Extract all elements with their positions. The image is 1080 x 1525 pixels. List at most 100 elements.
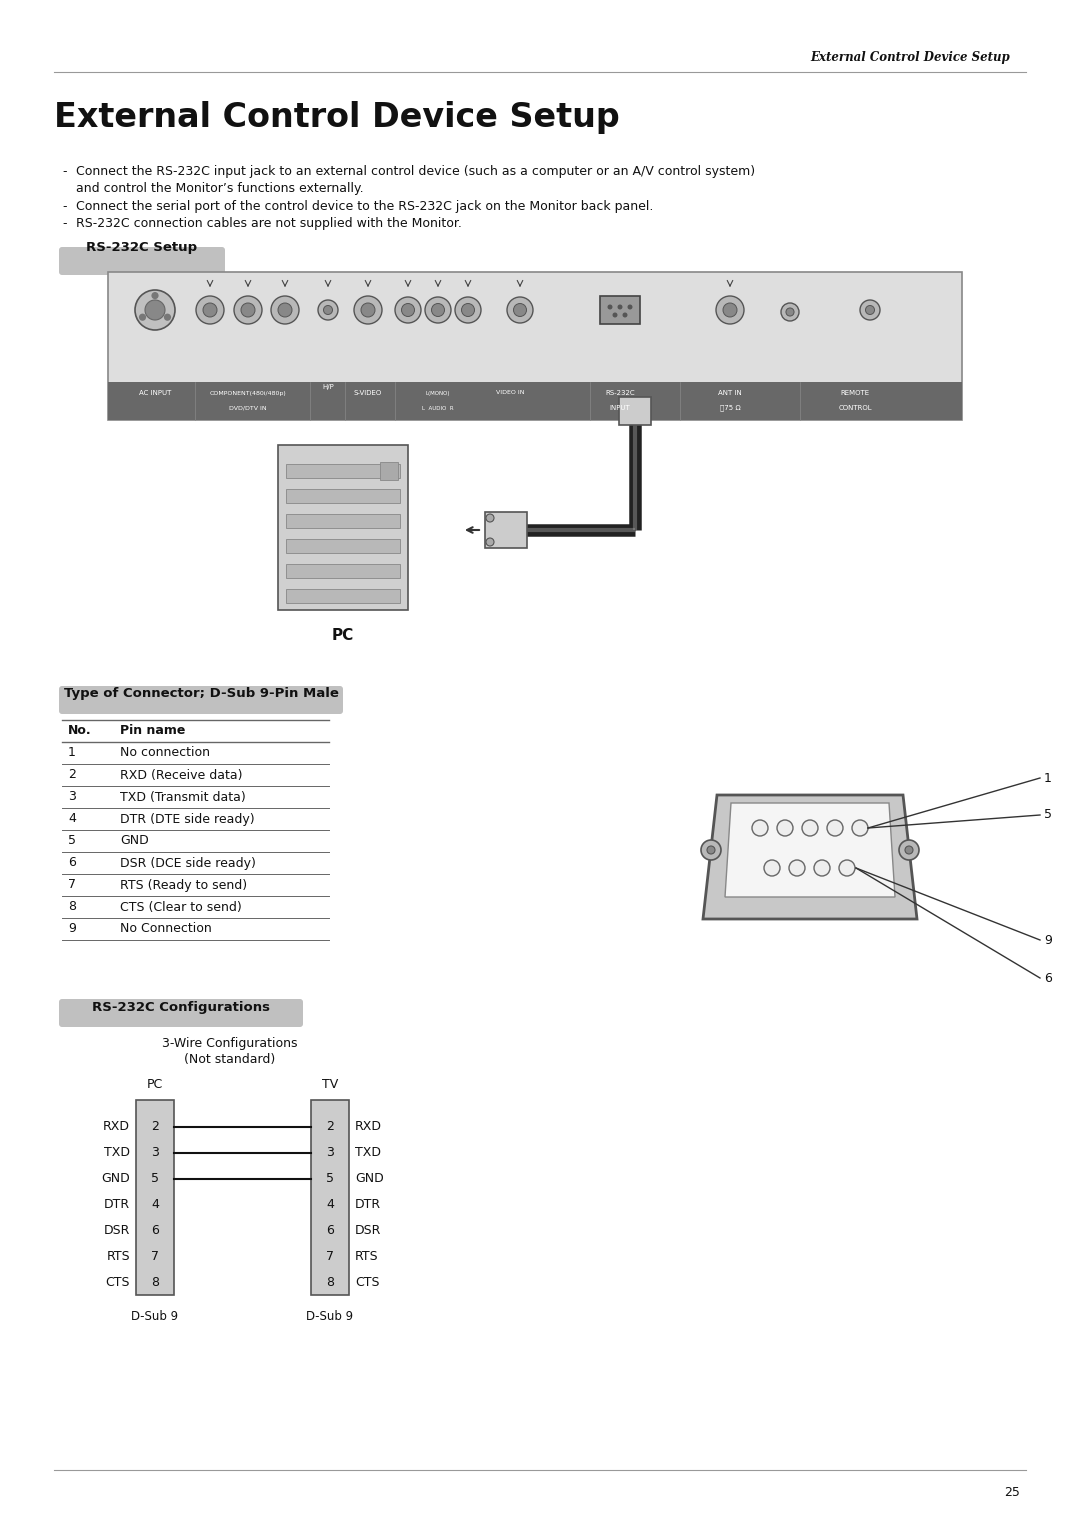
Circle shape	[195, 296, 224, 323]
Text: RS-232C connection cables are not supplied with the Monitor.: RS-232C connection cables are not suppli…	[76, 217, 462, 230]
Circle shape	[860, 300, 880, 320]
Circle shape	[395, 297, 421, 323]
Bar	[286, 564, 400, 578]
Circle shape	[318, 300, 338, 320]
Text: No Connection: No Connection	[120, 923, 212, 935]
Bar	[286, 589, 400, 602]
Circle shape	[777, 820, 793, 836]
Circle shape	[402, 303, 415, 317]
Text: H/P: H/P	[322, 384, 334, 390]
Text: GND: GND	[120, 834, 149, 848]
Text: and control the Monitor’s functions externally.: and control the Monitor’s functions exte…	[76, 181, 364, 195]
Circle shape	[905, 846, 913, 854]
Circle shape	[139, 314, 146, 320]
Text: 9: 9	[1044, 933, 1052, 947]
Circle shape	[507, 297, 534, 323]
Circle shape	[513, 303, 527, 317]
Circle shape	[426, 297, 451, 323]
Circle shape	[852, 820, 868, 836]
Circle shape	[865, 305, 875, 314]
Text: 3-Wire Configurations: 3-Wire Configurations	[162, 1037, 298, 1049]
Polygon shape	[703, 795, 917, 920]
Bar	[108, 381, 962, 419]
FancyBboxPatch shape	[59, 999, 303, 1026]
Text: External Control Device Setup: External Control Device Setup	[54, 102, 620, 134]
Text: 2: 2	[68, 769, 76, 781]
Text: 2: 2	[151, 1121, 159, 1133]
Circle shape	[324, 305, 333, 314]
Text: 5: 5	[326, 1173, 334, 1185]
Circle shape	[622, 313, 627, 317]
Circle shape	[618, 305, 622, 310]
Text: PC: PC	[332, 627, 354, 642]
Circle shape	[827, 820, 843, 836]
Circle shape	[461, 303, 474, 317]
Text: Connect the serial port of the control device to the RS-232C jack on the Monitor: Connect the serial port of the control d…	[76, 200, 653, 214]
Text: 7: 7	[326, 1250, 334, 1264]
Text: No connection: No connection	[120, 747, 210, 759]
Bar	[278, 445, 408, 610]
Text: 3: 3	[326, 1147, 334, 1159]
Text: CTS (Clear to send): CTS (Clear to send)	[120, 900, 242, 913]
Text: 2: 2	[326, 1121, 334, 1133]
Circle shape	[716, 296, 744, 323]
Circle shape	[354, 296, 382, 323]
Circle shape	[455, 297, 481, 323]
Text: 4: 4	[151, 1199, 159, 1211]
Text: 7: 7	[68, 878, 76, 892]
Bar	[108, 271, 962, 419]
Text: INPUT: INPUT	[609, 406, 631, 412]
Text: 8: 8	[151, 1276, 159, 1290]
Text: RS-232C Setup: RS-232C Setup	[86, 241, 198, 253]
Text: 5: 5	[68, 834, 76, 848]
Circle shape	[802, 820, 818, 836]
Text: TV: TV	[322, 1078, 338, 1092]
Text: CTS: CTS	[355, 1276, 379, 1290]
Circle shape	[151, 291, 159, 299]
Text: GND: GND	[355, 1173, 383, 1185]
Circle shape	[781, 303, 799, 320]
Text: DSR: DSR	[104, 1225, 130, 1237]
Text: -: -	[62, 217, 67, 230]
Bar	[311, 1100, 349, 1295]
Circle shape	[486, 538, 494, 546]
FancyBboxPatch shape	[59, 686, 343, 714]
Circle shape	[752, 820, 768, 836]
Bar	[619, 396, 651, 425]
Text: CONTROL: CONTROL	[838, 406, 872, 412]
Text: TXD (Transmit data): TXD (Transmit data)	[120, 790, 246, 804]
Text: 8: 8	[326, 1276, 334, 1290]
Text: VIDEO IN: VIDEO IN	[496, 390, 524, 395]
Text: GND: GND	[102, 1173, 130, 1185]
Text: 3: 3	[68, 790, 76, 804]
Bar	[136, 1100, 174, 1295]
Text: RXD: RXD	[103, 1121, 130, 1133]
Text: DSR: DSR	[355, 1225, 381, 1237]
Text: Pin name: Pin name	[120, 724, 186, 738]
Text: RTS: RTS	[355, 1250, 379, 1264]
Text: RXD (Receive data): RXD (Receive data)	[120, 769, 243, 781]
Text: DTR: DTR	[104, 1199, 130, 1211]
Circle shape	[723, 303, 737, 317]
Circle shape	[361, 303, 375, 317]
Text: (Not standard): (Not standard)	[185, 1054, 275, 1066]
Circle shape	[839, 860, 855, 875]
Text: PC: PC	[147, 1078, 163, 1092]
Text: 75 Ω: 75 Ω	[719, 404, 741, 412]
Circle shape	[164, 314, 171, 320]
Text: 8: 8	[68, 900, 76, 913]
Text: 6: 6	[1044, 971, 1052, 985]
Text: RTS: RTS	[106, 1250, 130, 1264]
Text: 6: 6	[68, 857, 76, 869]
Circle shape	[701, 840, 721, 860]
Bar	[286, 538, 400, 554]
Circle shape	[135, 290, 175, 329]
Circle shape	[432, 303, 445, 317]
Text: External Control Device Setup: External Control Device Setup	[810, 52, 1010, 64]
Circle shape	[707, 846, 715, 854]
Text: DVD/DTV IN: DVD/DTV IN	[229, 406, 267, 410]
Text: No.: No.	[68, 724, 92, 738]
Bar	[380, 462, 399, 480]
Text: ANT IN: ANT IN	[718, 390, 742, 397]
Text: TXD: TXD	[355, 1147, 381, 1159]
